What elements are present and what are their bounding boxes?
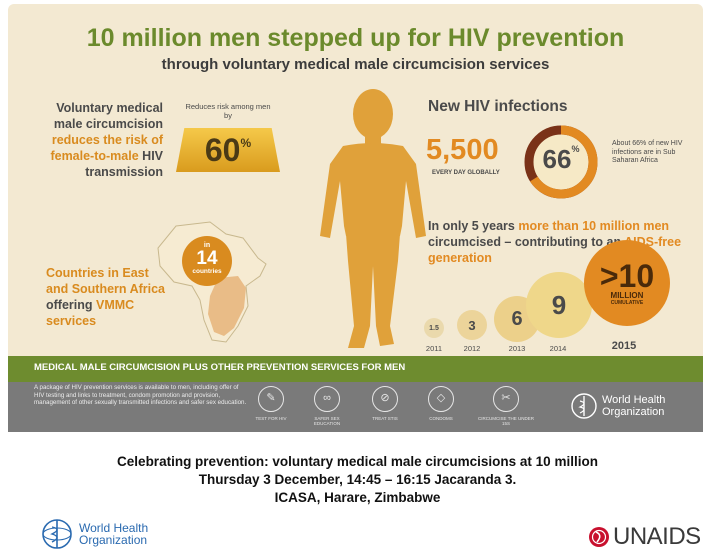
who-emblem-icon	[42, 519, 72, 549]
risk-caption: Reduces risk among men by	[185, 102, 271, 120]
share-ring	[524, 125, 598, 199]
service-circumcise: ✂ Circumcise the under 15s	[476, 386, 536, 426]
unaids-logo-text: UNAIDS	[613, 523, 701, 550]
share-value: 66%	[542, 144, 580, 174]
risk-badge: 60 %	[176, 128, 280, 172]
risk-value: 60	[204, 131, 241, 168]
share-note: About 66% of new HIV infections are in S…	[612, 140, 683, 164]
daily-infections-label: EVERY DAY GLOBALLY	[432, 170, 500, 176]
infographic: 10 million men stepped up for HIV preven…	[8, 4, 703, 432]
risk-unit: %	[240, 136, 252, 150]
year-2013: 2013	[508, 344, 526, 353]
service-sti: ⊘ Treat STIs	[362, 386, 408, 421]
condom-icon: ◇	[428, 386, 454, 412]
who-logo-line-1: World Health	[79, 521, 149, 535]
link-icon: ∞	[314, 386, 340, 412]
country-count-badge: in 14 countries	[182, 236, 232, 286]
who-emblem-icon	[571, 393, 597, 419]
test-icon: ✎	[258, 386, 284, 412]
risk-statement: Voluntary medical male circumcision redu…	[50, 101, 163, 179]
service-education: ∞ Safer sex education	[304, 386, 350, 426]
countries-statement: Countries in East and Southern Africa of…	[46, 266, 165, 328]
bubble-2014: 9	[526, 272, 592, 338]
year-2011: 2011	[425, 344, 443, 353]
infographic-title: 10 million men stepped up for HIV preven…	[86, 24, 625, 52]
bubble-2012: 3	[457, 310, 487, 340]
service-test: ✎ Test for HIV	[248, 386, 294, 421]
caption-line-1: Celebrating prevention: voluntary medica…	[117, 454, 598, 469]
new-hiv-heading: New HIV infections	[428, 98, 568, 115]
year-2015: 2015	[611, 340, 637, 352]
bubble-2015: >10 MILLION CUMULATIVE	[584, 240, 670, 326]
year-2014: 2014	[549, 344, 567, 353]
caption-line-2: Thursday 3 December, 14:45 – 16:15 Jacar…	[198, 472, 517, 487]
infographic-subtitle: through voluntary medical male circumcis…	[161, 56, 550, 73]
year-2012: 2012	[463, 344, 481, 353]
who-logo-text: World Health Organization	[602, 394, 666, 418]
circumcise-icon: ✂	[493, 386, 519, 412]
unaids-emblem-icon	[589, 527, 609, 547]
man-silhouette-icon	[320, 89, 426, 348]
package-text: A package of HIV prevention services is …	[34, 384, 247, 406]
services-bar-title: MEDICAL MALE CIRCUMCISION PLUS OTHER PRE…	[34, 362, 406, 373]
services-bar	[8, 356, 703, 382]
caption-line-3: ICASA, Harare, Zimbabwe	[274, 490, 441, 505]
who-logo-infographic: World Health Organization	[570, 392, 672, 420]
services-panel	[8, 382, 703, 432]
bubble-2011: 1.5	[424, 318, 444, 338]
unaids-logo: UNAIDS	[588, 523, 701, 551]
pill-icon: ⊘	[372, 386, 398, 412]
service-condoms: ◇ Condoms	[418, 386, 464, 421]
who-logo-line-2: Organization	[79, 533, 148, 547]
who-logo: World Health Organization	[40, 517, 148, 551]
share-ring-arc	[524, 125, 598, 199]
daily-infections-count: 5,500	[426, 134, 499, 166]
